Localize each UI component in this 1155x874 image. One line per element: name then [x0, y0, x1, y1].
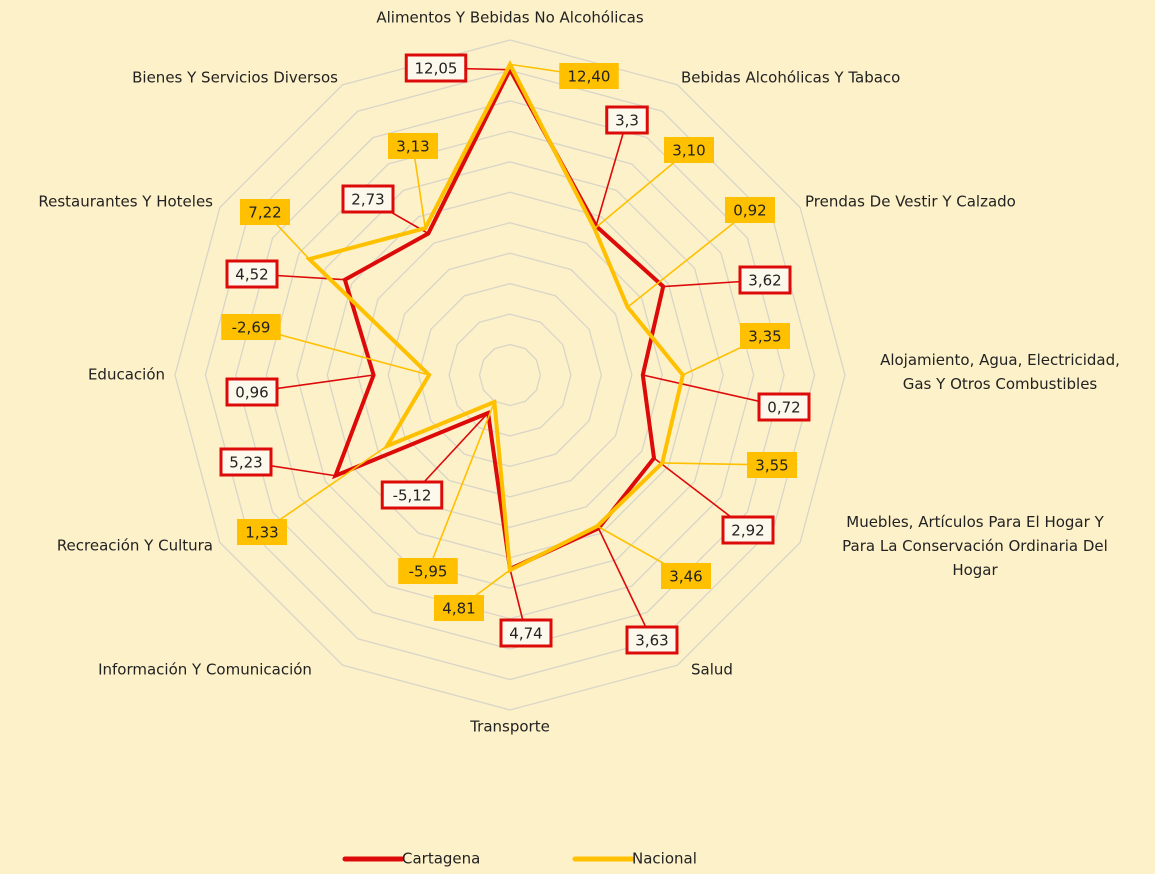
- label-connector: [627, 209, 751, 308]
- data-label: 3,13: [396, 138, 429, 156]
- label-box: [757, 392, 811, 422]
- label-box: [747, 452, 797, 478]
- data-label: 2,92: [731, 522, 764, 540]
- data-label: 2,73: [351, 191, 384, 209]
- grid-ring: [417, 282, 603, 468]
- label-connector: [427, 401, 496, 572]
- label-box: [605, 105, 649, 135]
- data-label: 0,96: [235, 384, 268, 402]
- data-label: -5,95: [409, 563, 448, 581]
- label-box: [388, 133, 438, 159]
- label-connector: [597, 528, 653, 641]
- label-box: [559, 63, 619, 89]
- category-label: Recreación Y Cultura: [57, 537, 213, 555]
- label-box: [225, 259, 279, 289]
- label-box: [404, 53, 468, 83]
- category-label: Salud: [691, 661, 733, 679]
- data-label: 4,81: [442, 600, 475, 618]
- label-box: [661, 563, 711, 589]
- data-label: -5,12: [393, 487, 432, 505]
- data-label: 1,33: [245, 524, 278, 542]
- category-label: Educación: [88, 366, 165, 384]
- grid-ring: [387, 252, 633, 498]
- label-box: [625, 625, 679, 655]
- category-label: Restaurantes Y Hoteles: [38, 193, 213, 211]
- data-label: 0,72: [767, 399, 800, 417]
- data-label: 3,35: [748, 328, 781, 346]
- label-box: [725, 197, 775, 223]
- grid-ring: [478, 343, 542, 407]
- data-label: 12,05: [415, 60, 458, 78]
- label-box: [434, 595, 484, 621]
- category-label: Muebles, Artículos Para El Hogar Y Para L…: [842, 513, 1108, 579]
- label-box: [499, 618, 553, 648]
- legend-label: Nacional: [632, 850, 697, 868]
- label-box: [721, 515, 775, 545]
- category-label: Transporte: [469, 718, 550, 736]
- category-label: Información Y Comunicación: [98, 661, 312, 679]
- label-box: [740, 323, 790, 349]
- grid-ring: [296, 161, 724, 589]
- label-box: [380, 480, 444, 510]
- data-label: 0,92: [733, 202, 766, 220]
- label-box: [738, 265, 792, 295]
- data-label: 3,46: [669, 568, 702, 586]
- label-group: 12,05 3,3 3,62 0,72 2,92 3,63 4,74 -5,12 5,23 0,9…: [219, 53, 811, 655]
- category-label: Alimentos Y Bebidas No Alcohólicas: [376, 9, 643, 27]
- label-connector: [261, 445, 388, 533]
- grid-ring: [235, 100, 785, 650]
- label-box: [237, 519, 287, 545]
- label-connector: [595, 119, 628, 227]
- data-label: 7,22: [248, 204, 281, 222]
- data-label: -2,69: [232, 319, 271, 337]
- data-label: 3,55: [755, 457, 788, 475]
- data-label: 5,23: [229, 454, 262, 472]
- label-box: [221, 314, 281, 340]
- data-label: 3,63: [635, 632, 668, 650]
- label-connector: [593, 149, 690, 230]
- category-label: Alojamiento, Agua, Electricidad, Gas Y Ot…: [880, 351, 1120, 393]
- label-box: [664, 137, 714, 163]
- category-label: Bienes Y Servicios Diversos: [132, 69, 338, 87]
- label-box: [219, 447, 273, 477]
- label-box: [341, 184, 395, 214]
- category-label: Bebidas Alcohólicas Y Tabaco: [681, 69, 900, 87]
- label-box: [398, 558, 458, 584]
- legend-label: Cartagena: [402, 850, 480, 868]
- label-connector: [412, 145, 427, 229]
- data-label: 4,52: [235, 266, 268, 284]
- data-label: 3,62: [748, 272, 781, 290]
- label-box: [225, 377, 279, 407]
- grid-ring: [174, 39, 846, 711]
- category-label: Prendas De Vestir Y Calzado: [805, 193, 1016, 211]
- data-label: 12,40: [568, 68, 611, 86]
- data-label: 4,74: [509, 625, 542, 643]
- data-label: 3,3: [615, 112, 639, 130]
- grid-ring: [357, 222, 663, 528]
- grid-ring: [448, 313, 572, 437]
- data-label: 3,10: [672, 142, 705, 160]
- label-box: [240, 199, 290, 225]
